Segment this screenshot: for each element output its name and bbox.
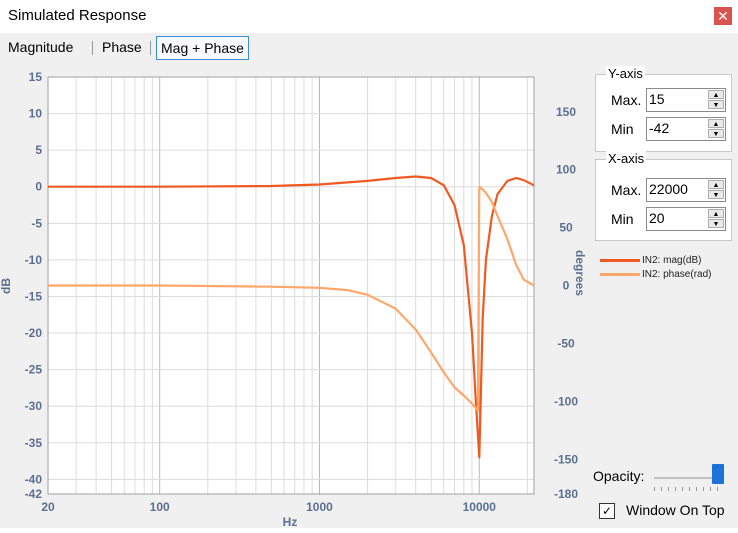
y-tick-label: -40 — [25, 472, 43, 486]
x-max-stepper[interactable]: ▲▼ — [646, 178, 726, 202]
y-tick-labels: 15 10 5 0 -5 -10 -15 -20 -25 -30 -35 -40-42 — [25, 70, 43, 501]
series-line-mag — [48, 175, 535, 459]
y-tick-label: -42 — [25, 487, 43, 501]
y-tick-label: -15 — [25, 289, 43, 303]
x-max-input[interactable] — [649, 180, 705, 198]
y-max-label: Max. — [611, 92, 642, 108]
opacity-slider-thumb[interactable] — [712, 464, 724, 484]
x-axis-group-title: X-axis — [606, 151, 647, 166]
y-tick-label: -30 — [25, 399, 43, 413]
x-tick-label: 100 — [150, 500, 170, 514]
x-axis-label: Hz — [283, 515, 298, 528]
y-axis-label: dB — [0, 278, 13, 294]
window-on-top-checkbox[interactable]: ✓ — [599, 503, 615, 519]
y-tick-label: -25 — [25, 363, 43, 377]
y-tick-label: -35 — [25, 436, 43, 450]
opacity-slider-ticks — [654, 487, 724, 491]
title-bar: Simulated Response ✕ — [0, 0, 738, 33]
tab-magnitude[interactable]: Magnitude — [8, 39, 74, 55]
y-tick-label: 15 — [29, 70, 43, 84]
y-max-stepper[interactable]: ▲▼ — [646, 88, 726, 112]
y-axis-group: Y-axis Max. ▲▼ Min ▲▼ — [595, 66, 732, 152]
close-button[interactable]: ✕ — [714, 7, 732, 25]
legend-label: IN2: mag(dB) — [642, 255, 702, 266]
legend-item-mag: IN2: mag(dB) — [600, 255, 701, 266]
plot-panel: 15 10 5 0 -5 -10 -15 -20 -25 -30 -35 -40 -42 150 100 5… — [0, 63, 588, 529]
y2-tick-label: 50 — [559, 221, 573, 235]
x-axis-group: X-axis Max. ▲▼ Min ▲▼ — [595, 151, 732, 241]
x-tick-label: 10000 — [463, 500, 497, 514]
tab-separator — [150, 41, 151, 55]
y2-tick-label: -180 — [554, 487, 578, 501]
series-lines — [48, 175, 535, 459]
x-min-stepper[interactable]: ▲▼ — [646, 207, 726, 231]
tab-bar: Magnitude Phase Mag + Phase — [0, 33, 738, 63]
spin-down-icon[interactable]: ▼ — [708, 190, 724, 199]
series-line-phase — [48, 185, 535, 412]
tab-phase[interactable]: Phase — [102, 39, 142, 55]
y2-tick-label: -100 — [554, 394, 578, 408]
y2-tick-label: -50 — [557, 336, 575, 350]
window-title: Simulated Response — [8, 7, 147, 24]
spin-up-icon[interactable]: ▲ — [708, 209, 724, 218]
y-min-input[interactable] — [649, 119, 705, 137]
y2-axis-label: degrees — [573, 250, 587, 296]
y-max-input[interactable] — [649, 90, 705, 108]
spin-up-icon[interactable]: ▲ — [708, 180, 724, 189]
window-on-top-label[interactable]: Window On Top — [626, 502, 725, 518]
y-min-label: Min — [611, 121, 634, 137]
opacity-slider-track[interactable] — [654, 477, 724, 479]
x-tick-label: 1000 — [306, 500, 333, 514]
x-min-input[interactable] — [649, 209, 705, 227]
legend-label: IN2: phase(rad) — [642, 269, 712, 280]
y2-tick-labels: 150 100 50 0 -50 -100 -150 -180 — [554, 105, 578, 501]
y2-tick-label: -150 — [554, 452, 578, 466]
legend-swatch — [600, 272, 640, 276]
y-tick-label: -10 — [25, 253, 43, 267]
legend-item-phase: IN2: phase(rad) — [600, 269, 711, 280]
spin-down-icon[interactable]: ▼ — [708, 129, 724, 138]
y-min-stepper[interactable]: ▲▼ — [646, 117, 726, 141]
y-tick-label: 0 — [35, 180, 42, 194]
x-tick-labels: 20 100 1000 10000 — [41, 500, 496, 514]
tab-mag-phase[interactable]: Mag + Phase — [156, 36, 249, 60]
y-axis-group-title: Y-axis — [606, 66, 645, 81]
legend-swatch — [600, 258, 640, 262]
y2-tick-label: 150 — [556, 105, 576, 119]
y2-tick-label: 0 — [563, 279, 570, 293]
settings-panel: Y-axis Max. ▲▼ Min ▲▼ X-axis Max. ▲▼ Min… — [588, 63, 738, 528]
spin-down-icon[interactable]: ▼ — [708, 100, 724, 109]
y-tick-label: 10 — [29, 107, 43, 121]
spin-down-icon[interactable]: ▼ — [708, 219, 724, 228]
spin-up-icon[interactable]: ▲ — [708, 90, 724, 99]
y-tick-label: -20 — [25, 326, 43, 340]
tab-separator — [92, 41, 93, 55]
x-max-label: Max. — [611, 182, 642, 198]
opacity-label: Opacity: — [593, 468, 645, 484]
x-tick-label: 20 — [41, 500, 55, 514]
y2-tick-label: 100 — [556, 163, 576, 177]
spin-up-icon[interactable]: ▲ — [708, 119, 724, 128]
y-tick-label: 5 — [35, 143, 42, 157]
y-tick-label: -5 — [31, 216, 42, 230]
x-min-label: Min — [611, 211, 634, 227]
